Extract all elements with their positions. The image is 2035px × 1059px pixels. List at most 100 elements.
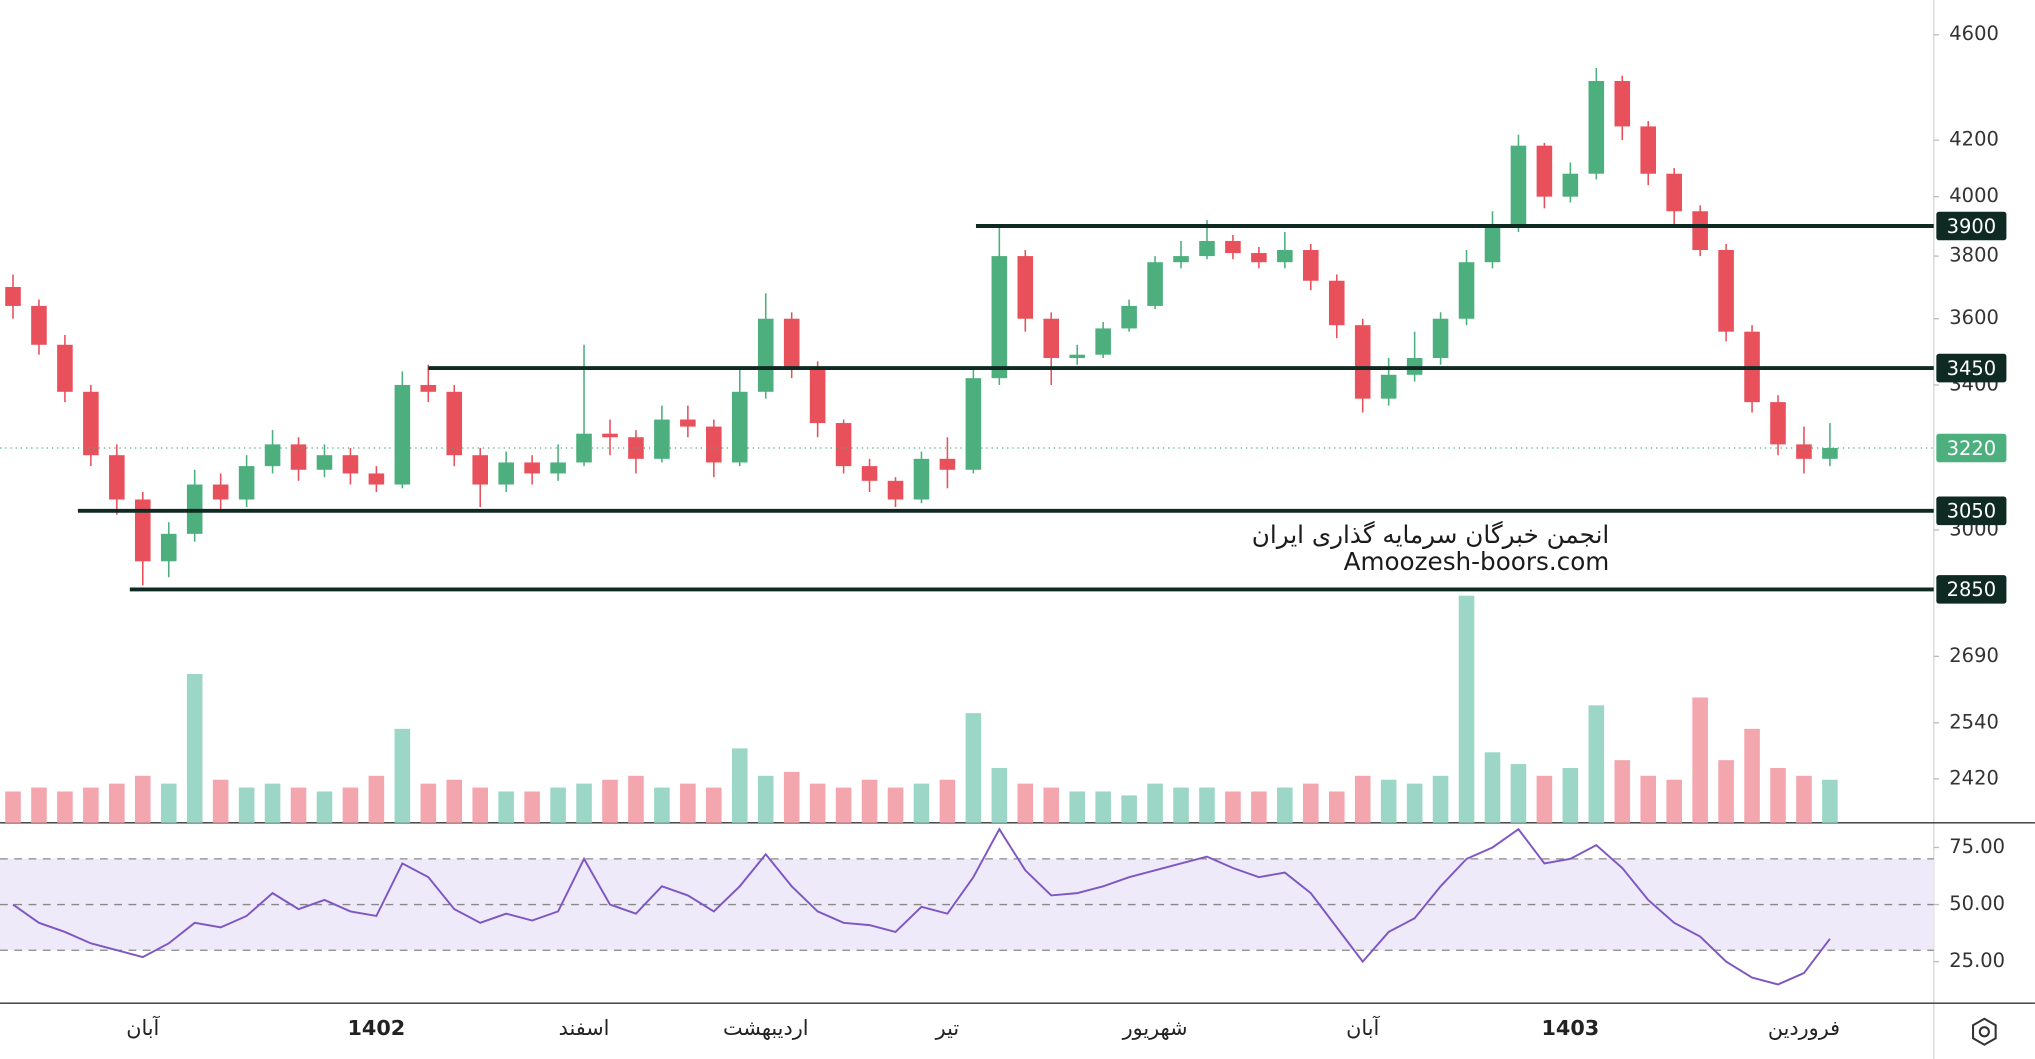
volume-bar — [1536, 775, 1553, 823]
candle-body — [835, 423, 852, 467]
candle-body — [290, 444, 307, 470]
current-price-tag — [1936, 433, 2007, 463]
volume-bar — [446, 779, 463, 823]
volume-bar — [1121, 795, 1137, 823]
candle-body — [1770, 402, 1786, 445]
y-tick-label: 4000 — [1949, 184, 1999, 207]
volume-bar — [472, 787, 488, 823]
candle-body — [731, 391, 748, 463]
volume-bar — [1251, 791, 1267, 823]
volume-bar — [31, 787, 47, 823]
volume-bar — [861, 779, 878, 823]
y-tick-label: 2540 — [1949, 710, 1999, 733]
volume-bar — [1692, 697, 1708, 823]
volume-bar — [109, 783, 125, 823]
volume-bar — [1744, 728, 1760, 823]
volume-bar — [1017, 783, 1034, 823]
volume-bar — [420, 783, 437, 823]
candle-body — [1121, 305, 1137, 329]
candle-body — [57, 344, 73, 392]
rsi-tick-label: 25.00 — [1949, 949, 2005, 972]
volume-bar — [524, 791, 540, 823]
volume-bar — [394, 728, 411, 823]
volume-bar — [135, 775, 151, 823]
candle-body — [602, 433, 618, 438]
volume-bar — [160, 783, 177, 823]
candle-body — [550, 462, 566, 474]
candle-body — [1822, 447, 1838, 459]
volume-bar — [1640, 775, 1657, 823]
candle-body — [1225, 240, 1241, 254]
candle-body — [1380, 374, 1397, 399]
level-label: 3450 — [1947, 357, 1997, 380]
y-tick-label: 3600 — [1949, 306, 1999, 329]
volume-bar — [316, 791, 333, 823]
x-tick-label: 1403 — [1541, 1016, 1599, 1040]
volume-bar — [1354, 775, 1371, 823]
volume-bar — [965, 713, 982, 823]
volume-bar — [212, 779, 229, 823]
y-tick-label: 4600 — [1949, 22, 1999, 45]
candle-body — [1692, 211, 1708, 251]
volume-bar — [1043, 787, 1060, 823]
volume-bar — [939, 779, 956, 823]
x-tick-label: تیر — [935, 1016, 960, 1040]
volume-bar — [1770, 767, 1786, 823]
candle-body — [1458, 262, 1475, 319]
volume-bar — [680, 783, 696, 823]
candle-body — [109, 455, 125, 500]
candle-body — [420, 384, 437, 392]
volume-bar — [1614, 760, 1631, 823]
volume-bar — [654, 787, 670, 823]
candle-body — [212, 484, 229, 500]
candle-body — [628, 437, 644, 459]
volume-bar — [1458, 595, 1475, 823]
candle-body — [1277, 250, 1293, 263]
candle-body — [706, 426, 722, 463]
volume-bar — [602, 779, 618, 823]
candle-body — [991, 256, 1008, 379]
candle-body — [5, 286, 21, 306]
volume-bar — [342, 787, 359, 823]
volume-bar — [1666, 779, 1682, 823]
candle-body — [1718, 250, 1734, 332]
volume-bar — [5, 791, 21, 823]
watermark: انجمن خبرگان سرمایه گذاری ایران — [1252, 520, 1609, 549]
volume-bar — [887, 787, 904, 823]
volume-bar — [1069, 791, 1085, 823]
volume-bar — [57, 791, 73, 823]
candle-body — [1562, 173, 1579, 197]
candle-body — [1666, 173, 1682, 212]
volume-bar — [1510, 764, 1527, 823]
candle-body — [368, 473, 385, 485]
candle-body — [1173, 256, 1189, 263]
candle-body — [1017, 256, 1034, 319]
candle-body — [809, 368, 826, 424]
volume-bar — [368, 775, 385, 823]
icon-center — [1978, 1026, 1990, 1038]
candle-body — [1354, 325, 1371, 399]
volume-bar — [757, 775, 774, 823]
candle-body — [1432, 318, 1449, 359]
candle-body — [524, 462, 540, 474]
y-tick-label: 4200 — [1949, 128, 1999, 151]
settings-icon[interactable] — [1972, 1017, 1997, 1046]
x-tick-label: آبان — [1346, 1015, 1380, 1040]
volume-bar — [498, 791, 514, 823]
x-tick-label: فروردین — [1768, 1016, 1840, 1040]
candle-body — [1640, 126, 1657, 174]
volume-bar — [706, 787, 722, 823]
candle-body — [887, 480, 904, 500]
volume-bar — [238, 787, 255, 823]
hexagon — [1972, 1017, 1997, 1046]
y-tick-label: 3800 — [1949, 244, 1999, 267]
x-tick-label: اسفند — [559, 1016, 610, 1040]
candle-body — [1536, 145, 1553, 197]
candle-body — [1484, 225, 1501, 263]
volume-bar — [628, 775, 644, 823]
candle-body — [1328, 280, 1345, 326]
volume-bar — [1225, 791, 1241, 823]
candle-body — [472, 455, 488, 485]
volume-bar — [1432, 775, 1449, 823]
candle-body — [861, 466, 878, 481]
